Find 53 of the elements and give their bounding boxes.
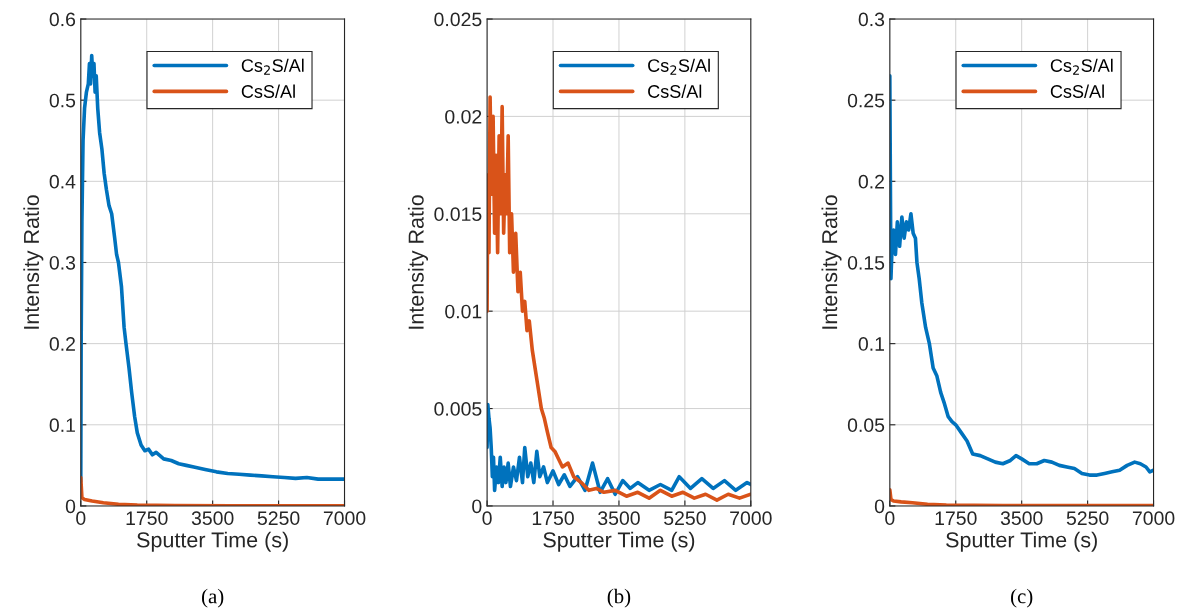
y-tick-label: 0.01 [445, 304, 482, 319]
y-axis-title: Intensity Ratio [23, 195, 44, 329]
x-axis-title: Sputter Time (s) [137, 531, 288, 552]
x-tick-label: 1750 [126, 511, 168, 526]
y-tick-label: 0.05 [847, 418, 885, 433]
x-tick-label: 0 [885, 511, 895, 526]
text: (a) [202, 588, 224, 608]
x-tick-label: 0 [482, 511, 492, 526]
x-tick-label: 7000 [730, 511, 772, 526]
x-tick-label: 1750 [935, 511, 977, 526]
x-tick-label: 1750 [532, 511, 574, 526]
y-tick-label: 0 [874, 499, 885, 514]
y-tick-label: 0.6 [49, 12, 76, 27]
y-tick-label: 0.02 [445, 109, 482, 124]
y-tick-label: 0 [472, 499, 482, 514]
y-tick-label: 0.3 [858, 12, 885, 27]
legend-label: Cs$_{2}$S/Al [241, 58, 304, 75]
y-tick-label: 0.15 [847, 255, 885, 270]
y-axis-title: Intensity Ratio [821, 195, 842, 329]
y-tick-label: 0.3 [49, 255, 76, 270]
x-tick-label: 3500 [191, 511, 234, 526]
y-tick-label: 0.1 [858, 337, 884, 351]
x-tick-label: 5250 [257, 511, 300, 526]
line-series [80, 53, 345, 484]
y-tick-label: 0.015 [434, 207, 482, 222]
legend-label: Cs$_{2}$S/Al [648, 58, 710, 75]
line-series [487, 402, 751, 497]
x-tick-label: 3500 [598, 511, 640, 526]
x-tick-label: 0 [76, 511, 86, 526]
y-tick-label: 0.025 [434, 12, 482, 27]
x-tick-label: 3500 [1000, 511, 1043, 526]
y-axis-title: Intensity Ratio [407, 195, 429, 329]
x-axis-title: Sputter Time (s) [946, 531, 1097, 552]
legend-label: Cs$_{2}$S/Al [1050, 58, 1113, 75]
legend-label: CsS/Al [648, 84, 702, 98]
y-tick-label: 0.2 [49, 337, 75, 351]
y-tick-label: 0.4 [49, 174, 76, 189]
y-tick-label: 0.5 [49, 93, 76, 108]
x-tick-label: 7000 [323, 511, 366, 526]
y-tick-label: 0.1 [49, 418, 75, 433]
y-tick-label: 0 [65, 499, 76, 514]
x-tick-label: 7000 [1132, 511, 1175, 526]
text: (c) [1011, 588, 1033, 608]
legend-label: CsS/Al [1050, 84, 1104, 98]
y-tick-label: 0.005 [434, 402, 482, 416]
x-tick-label: 5250 [664, 511, 706, 526]
legend-label: CsS/Al [241, 84, 295, 98]
line-series [889, 74, 1154, 477]
y-tick-label: 0.2 [858, 174, 884, 189]
y-tick-label: 0.25 [847, 93, 885, 108]
x-tick-label: 5250 [1066, 511, 1109, 526]
x-axis-title: Sputter Time (s) [543, 531, 695, 552]
text: (b) [607, 588, 631, 608]
